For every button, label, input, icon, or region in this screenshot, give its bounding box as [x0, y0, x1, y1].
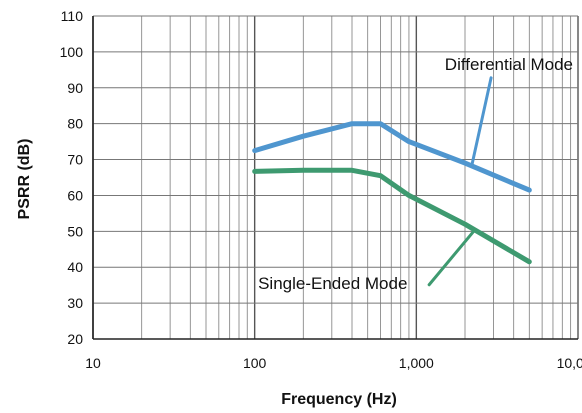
- x-tick-label: 100: [243, 355, 267, 371]
- annotations: Differential Mode Single-Ended Mode: [258, 55, 573, 293]
- annotation-label: Single-Ended Mode: [258, 274, 407, 293]
- annotation-leader: [470, 76, 493, 168]
- x-tick-label: 10,000: [557, 355, 582, 371]
- y-tick-label: 110: [61, 8, 84, 24]
- y-tick-label: 60: [67, 187, 83, 203]
- y-axis-title: PSRR (dB): [16, 139, 33, 220]
- x-tick-label: 10: [85, 355, 101, 371]
- y-tick-label: 100: [60, 44, 84, 60]
- y-tick-label: 40: [67, 259, 83, 275]
- series-line: [252, 121, 532, 193]
- y-tick-label: 20: [67, 331, 83, 347]
- y-tick-label: 50: [67, 223, 83, 239]
- annotation-label: Differential Mode: [445, 55, 573, 74]
- y-tick-label: 90: [67, 80, 83, 96]
- series-lines: [252, 121, 532, 265]
- annotation-leader: [427, 228, 477, 287]
- y-tick-label: 80: [67, 116, 83, 132]
- tick-labels: 20 30 40 50 60 70 80 90 100 110 10 100 1,000 10,000: [60, 8, 582, 371]
- grid: [92, 15, 579, 340]
- x-axis-title: Frequency (Hz): [281, 391, 397, 408]
- y-tick-label: 70: [67, 152, 83, 168]
- y-tick-label: 30: [67, 295, 83, 311]
- series-line: [252, 167, 532, 265]
- x-tick-label: 1,000: [399, 355, 434, 371]
